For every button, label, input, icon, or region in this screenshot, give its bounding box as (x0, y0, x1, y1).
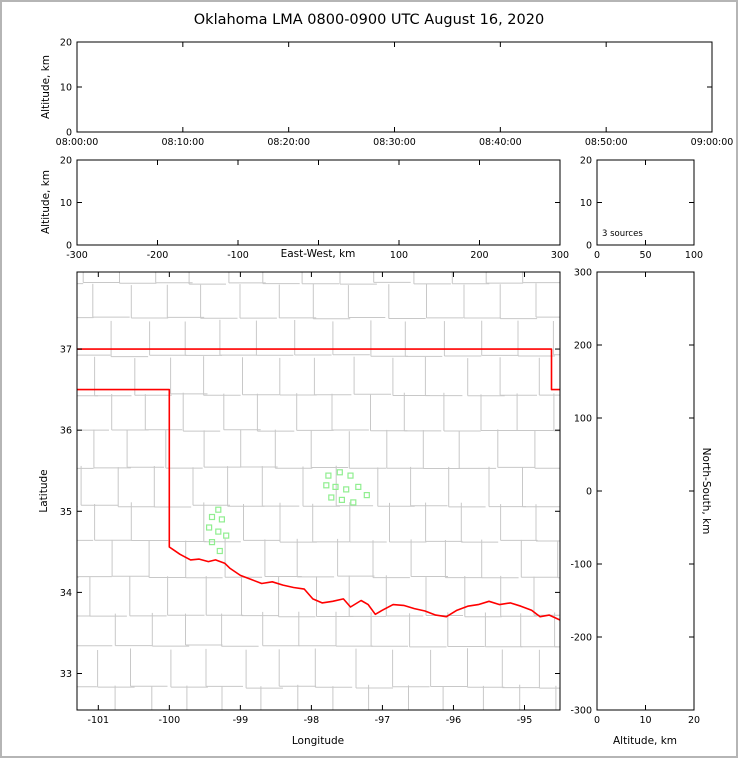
ew-height-xlabel: East-West, km (280, 248, 356, 260)
county-grid (77, 272, 560, 710)
y-tick-label: 0 (586, 241, 592, 252)
x-tick-label: -100 (159, 715, 181, 726)
y-tick-label: 34 (60, 588, 72, 599)
y-tick-label: 0 (586, 487, 592, 498)
state-boundary (77, 348, 560, 391)
y-tick-label: -300 (570, 706, 592, 717)
source-marker (323, 482, 330, 489)
time-height-ylabel: Altitude, km (40, 54, 52, 120)
x-tick-label: 100 (685, 250, 703, 261)
panel-ns-height: 0 10 20 -300 -200 -100 0 100 200 300 (570, 268, 700, 727)
x-tick-label: -100 (227, 250, 249, 261)
x-tick-label: 08:30:00 (373, 137, 416, 148)
x-tick-label: -97 (375, 715, 391, 726)
x-tick-label: 08:00:00 (56, 137, 99, 148)
y-tick-label: 35 (60, 507, 72, 518)
x-tick-label: 10 (639, 715, 651, 726)
source-marker (363, 492, 370, 499)
y-tick-label: 10 (60, 198, 72, 209)
x-tick-label: 08:40:00 (479, 137, 522, 148)
source-marker (350, 499, 357, 506)
x-tick-label: -200 (147, 250, 169, 261)
source-marker (347, 472, 354, 479)
source-marker (208, 513, 216, 521)
source-marker (218, 516, 225, 523)
figure-title: Oklahoma LMA 0800-0900 UTC August 16, 20… (193, 12, 545, 28)
y-tick-label: -100 (570, 560, 592, 571)
source-marker (215, 528, 222, 535)
panel-time-height: 08:00:00 08:10:00 08:20:00 08:30:00 08:40:00… (56, 38, 734, 149)
x-tick-label: 100 (390, 250, 408, 261)
source-marker (355, 483, 362, 490)
x-tick-label: 300 (551, 250, 569, 261)
y-tick-label: 33 (60, 669, 72, 680)
y-tick-label: -200 (570, 633, 592, 644)
source-marker (325, 472, 332, 479)
y-tick-label: 20 (580, 156, 592, 167)
source-marker (338, 496, 345, 503)
ns-height-xlabel: Altitude, km (612, 735, 678, 747)
map-ylabel: Latitude (38, 469, 50, 513)
source-markers (206, 469, 370, 555)
y-tick-label: 36 (60, 426, 72, 437)
source-marker (216, 547, 223, 555)
x-tick-label: 20 (688, 715, 700, 726)
x-tick-label: 08:20:00 (267, 137, 310, 148)
y-tick-label: 0 (66, 128, 72, 139)
y-tick-label: 37 (60, 345, 72, 356)
ew-height-ylabel: Altitude, km (40, 169, 52, 235)
source-marker (223, 532, 230, 539)
y-tick-label: 300 (574, 268, 592, 279)
y-tick-label: 10 (60, 83, 72, 94)
x-tick-label: 09:00:00 (691, 137, 734, 148)
source-marker (208, 538, 216, 546)
x-tick-label: -99 (233, 715, 249, 726)
x-tick-label: -95 (517, 715, 533, 726)
panel-plan-view-map: -101 -100 -99 -98 -97 -96 -95 33 34 35 36 37 (60, 271, 561, 726)
y-tick-label: 20 (60, 38, 72, 49)
source-marker (206, 524, 213, 531)
state-boundary (77, 388, 560, 621)
x-tick-label: 0 (594, 250, 600, 261)
source-marker (328, 494, 335, 501)
x-tick-label: -101 (88, 715, 110, 726)
x-tick-label: 08:50:00 (585, 137, 628, 148)
source-marker (343, 486, 350, 493)
x-tick-label: 50 (639, 250, 651, 261)
sources-annotation: 3 sources (602, 229, 643, 239)
x-tick-label: 0 (594, 715, 600, 726)
source-marker (332, 483, 339, 490)
y-tick-label: 200 (574, 341, 592, 352)
panel-ew-height: -300 -200 -100 100 200 300 0 10 20 (60, 156, 569, 262)
x-tick-label: -300 (66, 250, 88, 261)
map-xlabel: Longitude (291, 735, 345, 747)
x-tick-label: -96 (446, 715, 462, 726)
x-tick-label: 08:10:00 (161, 137, 204, 148)
x-tick-label: -98 (304, 715, 320, 726)
source-marker (336, 469, 343, 476)
x-tick-label: 200 (470, 250, 488, 261)
y-tick-label: 100 (574, 414, 592, 425)
y-tick-label: 10 (580, 198, 592, 209)
y-tick-label: 20 (60, 156, 72, 167)
ns-height-ylabel: North-South, km (700, 447, 712, 535)
y-tick-label: 0 (66, 241, 72, 252)
source-marker (215, 506, 222, 513)
panel-source-histogram: 0 50 100 0 10 20 3 sources (580, 156, 703, 262)
